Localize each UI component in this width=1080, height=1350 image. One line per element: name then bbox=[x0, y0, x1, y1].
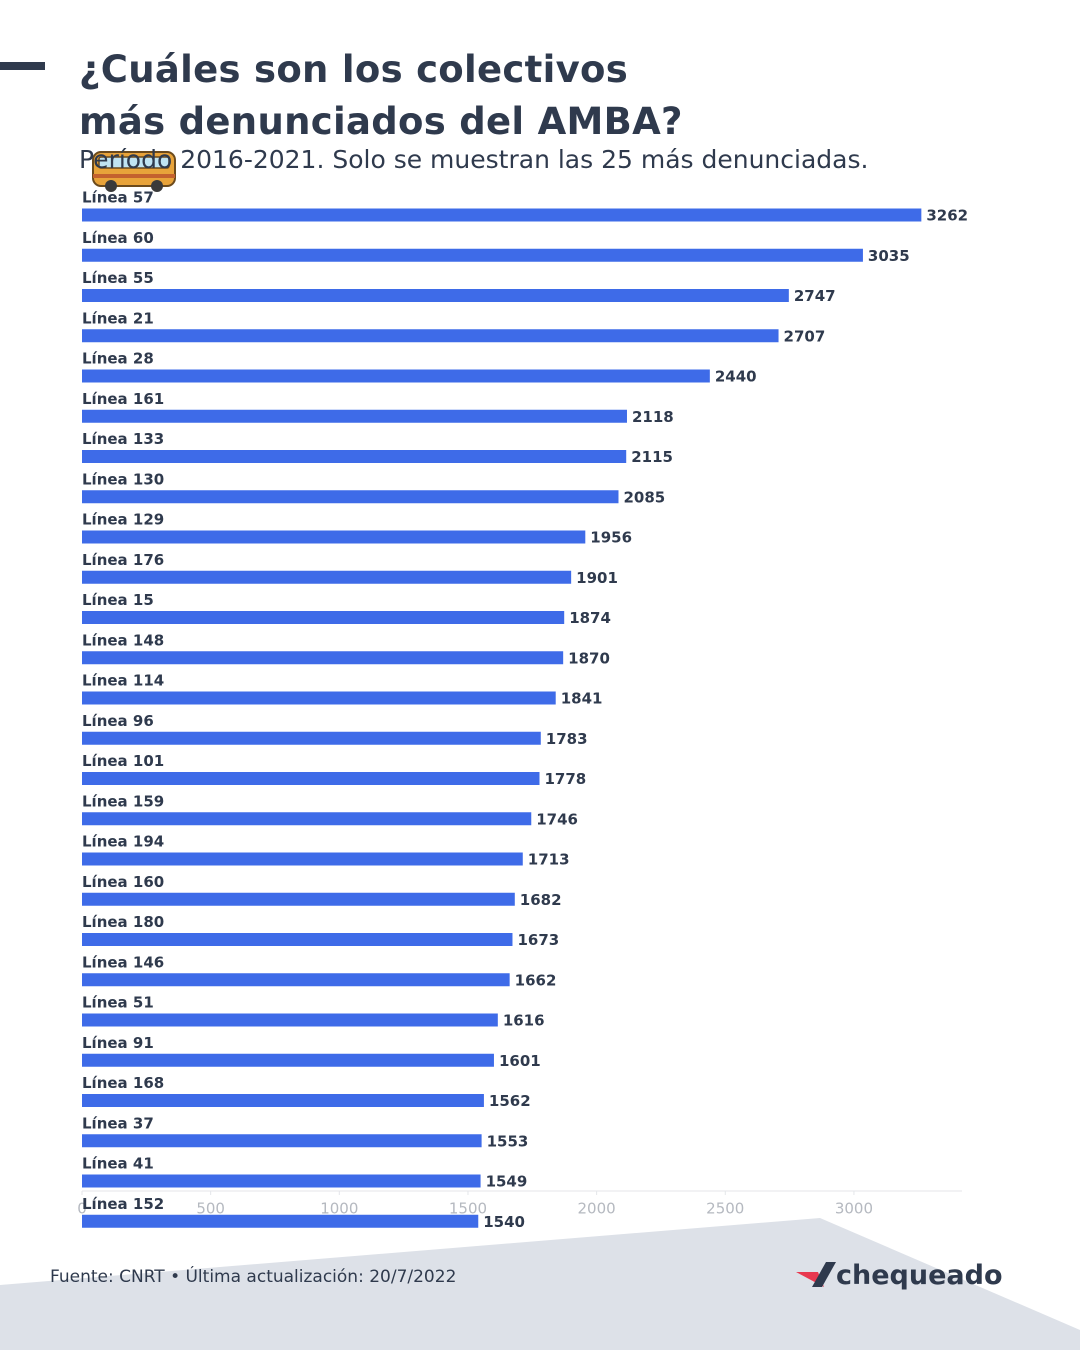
source: Fuente: CNRT • Última actualización: 20/… bbox=[50, 1267, 457, 1287]
category-label: Línea 176 bbox=[82, 551, 164, 569]
x-tick-label: 3000 bbox=[835, 1200, 873, 1218]
category-label: Línea 101 bbox=[82, 752, 164, 770]
logo: chequeado bbox=[836, 1260, 1003, 1291]
x-tick-label: 2000 bbox=[578, 1200, 616, 1218]
value-label: 1662 bbox=[515, 971, 557, 989]
x-tick-label: 1000 bbox=[320, 1200, 358, 1218]
value-label: 3262 bbox=[926, 207, 968, 225]
bar bbox=[82, 973, 510, 987]
value-label: 1540 bbox=[483, 1213, 525, 1231]
category-label: Línea 159 bbox=[82, 792, 164, 810]
value-label: 1901 bbox=[576, 569, 618, 587]
title-text: ¿Cuáles son los colectivos más denunciad… bbox=[79, 48, 683, 143]
value-label: 1682 bbox=[520, 891, 562, 909]
bar bbox=[82, 772, 540, 785]
value-label: 2747 bbox=[794, 287, 836, 305]
value-label: 1956 bbox=[590, 529, 632, 547]
value-label: 2707 bbox=[784, 327, 826, 345]
category-label: Línea 15 bbox=[82, 591, 154, 609]
category-label: Línea 96 bbox=[82, 712, 154, 730]
bar bbox=[82, 1013, 498, 1027]
subtitle: Período 2016-2021. Solo se muestran las … bbox=[79, 145, 869, 174]
bar bbox=[82, 691, 556, 705]
value-label: 1673 bbox=[517, 931, 559, 949]
bar bbox=[82, 1053, 494, 1067]
category-label: Línea 55 bbox=[82, 269, 154, 287]
category-label: Línea 148 bbox=[82, 631, 164, 649]
category-label: Línea 57 bbox=[82, 189, 154, 207]
bar bbox=[82, 852, 523, 866]
value-label: 3035 bbox=[868, 247, 910, 265]
category-label: Línea 91 bbox=[82, 1034, 154, 1052]
value-label: 2440 bbox=[715, 368, 757, 386]
logo-mark bbox=[812, 1262, 836, 1287]
bar bbox=[82, 933, 513, 946]
bar bbox=[82, 369, 710, 383]
value-label: 1874 bbox=[569, 609, 611, 627]
bar bbox=[82, 1174, 481, 1188]
background-shape bbox=[0, 1218, 1080, 1350]
value-label: 1562 bbox=[489, 1092, 531, 1110]
bar bbox=[82, 611, 565, 624]
category-label: Línea 168 bbox=[82, 1074, 164, 1092]
value-label: 1746 bbox=[536, 810, 578, 828]
value-label: 1549 bbox=[486, 1173, 528, 1191]
bar bbox=[82, 651, 564, 665]
bar bbox=[82, 450, 627, 463]
value-label: 1713 bbox=[528, 851, 570, 869]
category-label: Línea 152 bbox=[82, 1195, 164, 1213]
category-label: Línea 21 bbox=[82, 309, 154, 327]
bar bbox=[82, 329, 779, 343]
category-label: Línea 161 bbox=[82, 390, 164, 408]
bar bbox=[82, 490, 619, 504]
category-label: Línea 28 bbox=[82, 350, 154, 368]
bar bbox=[82, 1094, 484, 1107]
value-label: 1778 bbox=[544, 770, 586, 788]
value-label: 2115 bbox=[631, 448, 673, 466]
category-label: Línea 180 bbox=[82, 913, 164, 931]
value-label: 1601 bbox=[499, 1052, 541, 1070]
category-label: Línea 129 bbox=[82, 511, 164, 529]
value-label: 1841 bbox=[561, 690, 603, 708]
value-label: 2085 bbox=[623, 488, 665, 506]
x-tick-label: 2500 bbox=[706, 1200, 744, 1218]
bus-icon bbox=[92, 151, 176, 192]
x-tick-label: 1500 bbox=[449, 1200, 487, 1218]
category-label: Línea 160 bbox=[82, 873, 164, 891]
x-tick-label: 500 bbox=[196, 1200, 225, 1218]
bar bbox=[82, 208, 922, 222]
x-tick-label: 0 bbox=[77, 1200, 87, 1218]
bar bbox=[82, 530, 586, 544]
bar bbox=[82, 1214, 479, 1228]
category-label: Línea 51 bbox=[82, 994, 154, 1012]
category-label: Línea 130 bbox=[82, 470, 164, 488]
bar bbox=[82, 1134, 482, 1148]
bar bbox=[82, 892, 515, 906]
category-label: Línea 41 bbox=[82, 1155, 154, 1173]
category-label: Línea 60 bbox=[82, 229, 154, 247]
value-label: 1553 bbox=[487, 1132, 529, 1150]
bar bbox=[82, 289, 789, 302]
accent-dash bbox=[0, 62, 45, 70]
category-label: Línea 194 bbox=[82, 833, 164, 851]
category-label: Línea 146 bbox=[82, 953, 164, 971]
bar bbox=[82, 570, 572, 584]
bar bbox=[82, 812, 532, 826]
bar bbox=[82, 248, 863, 262]
category-label: Línea 133 bbox=[82, 430, 164, 448]
value-label: 1616 bbox=[503, 1012, 545, 1030]
value-label: 1783 bbox=[546, 730, 588, 748]
category-label: Línea 37 bbox=[82, 1114, 154, 1132]
bar bbox=[82, 731, 541, 745]
title: ¿Cuáles son los colectivos más denunciad… bbox=[79, 44, 719, 202]
value-label: 2118 bbox=[632, 408, 674, 426]
bar bbox=[82, 409, 627, 423]
category-label: Línea 114 bbox=[82, 672, 164, 690]
value-label: 1870 bbox=[568, 649, 610, 667]
